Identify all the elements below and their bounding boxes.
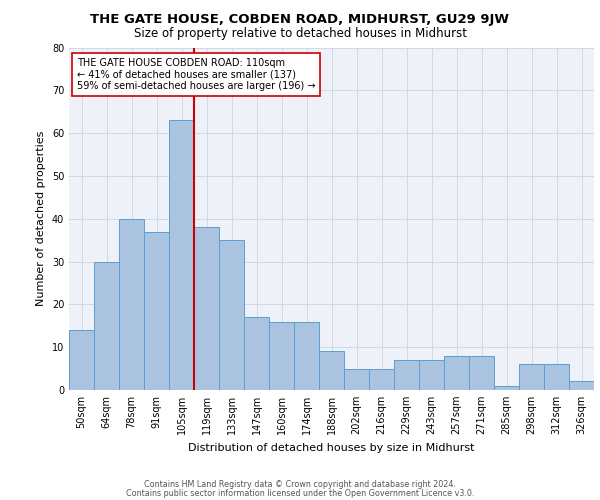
Bar [544, 364, 569, 390]
Bar [569, 382, 594, 390]
Bar [219, 240, 244, 390]
Bar [144, 232, 169, 390]
Bar [244, 317, 269, 390]
Bar [444, 356, 469, 390]
Bar [319, 352, 344, 390]
Y-axis label: Number of detached properties: Number of detached properties [36, 131, 46, 306]
X-axis label: Distribution of detached houses by size in Midhurst: Distribution of detached houses by size … [188, 442, 475, 452]
Text: THE GATE HOUSE COBDEN ROAD: 110sqm
← 41% of detached houses are smaller (137)
59: THE GATE HOUSE COBDEN ROAD: 110sqm ← 41%… [77, 58, 316, 91]
Text: THE GATE HOUSE, COBDEN ROAD, MIDHURST, GU29 9JW: THE GATE HOUSE, COBDEN ROAD, MIDHURST, G… [91, 12, 509, 26]
Bar [469, 356, 494, 390]
Bar [294, 322, 319, 390]
Bar [369, 368, 394, 390]
Bar [394, 360, 419, 390]
Bar [194, 228, 219, 390]
Text: Contains public sector information licensed under the Open Government Licence v3: Contains public sector information licen… [126, 489, 474, 498]
Bar [519, 364, 544, 390]
Text: Contains HM Land Registry data © Crown copyright and database right 2024.: Contains HM Land Registry data © Crown c… [144, 480, 456, 489]
Bar [69, 330, 94, 390]
Bar [119, 219, 144, 390]
Bar [494, 386, 519, 390]
Bar [94, 262, 119, 390]
Bar [344, 368, 369, 390]
Bar [169, 120, 194, 390]
Bar [269, 322, 294, 390]
Bar [419, 360, 444, 390]
Text: Size of property relative to detached houses in Midhurst: Size of property relative to detached ho… [133, 28, 467, 40]
